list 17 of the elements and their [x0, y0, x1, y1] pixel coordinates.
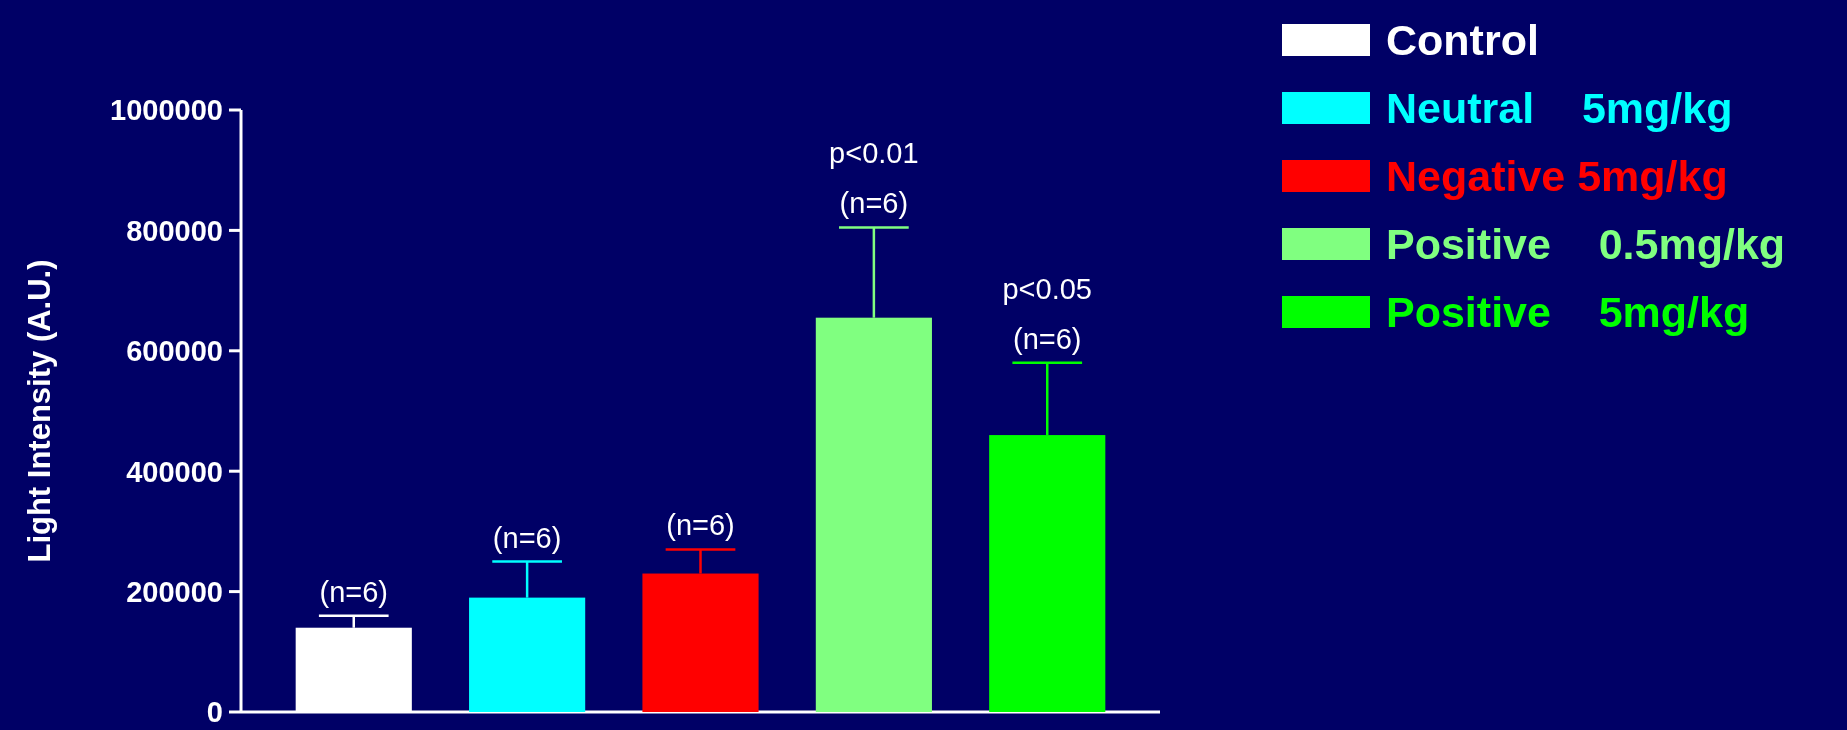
annotation: (n=6): [492, 521, 562, 554]
y-tick-label: 600000: [126, 335, 223, 368]
annotation: p<0.05 (n=6): [1002, 272, 1092, 355]
legend-label: Positive 5mg/kg: [1386, 288, 1750, 337]
y-axis-title: Light Intensity (A.U.): [22, 259, 57, 563]
annotation: (n=6): [666, 509, 735, 542]
annotation: p<0.01 (n=6): [829, 137, 919, 220]
legend-label: Negative 5mg/kg: [1386, 152, 1728, 201]
y-tick-label: 800000: [126, 214, 223, 247]
legend-label: Positive 0.5mg/kg: [1386, 220, 1786, 269]
annotation: (n=6): [319, 575, 389, 608]
y-tick-label: 1000000: [110, 94, 223, 127]
y-tick-label: 0: [206, 696, 223, 729]
y-tick-label: 400000: [126, 455, 223, 488]
legend-label: Control: [1386, 16, 1539, 65]
legend-label: Neutral 5mg/kg: [1386, 84, 1733, 133]
y-tick-label: 200000: [126, 576, 223, 609]
